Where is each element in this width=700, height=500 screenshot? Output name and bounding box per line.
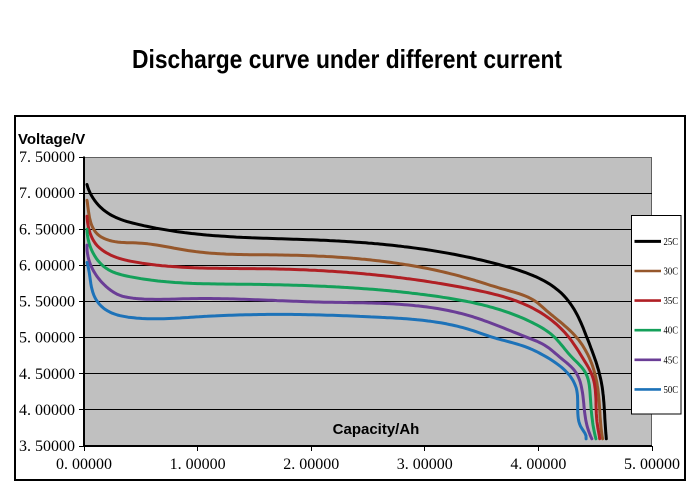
svg-text:Discharge curve under differen: Discharge curve under different current — [132, 44, 562, 74]
svg-text:3. 50000: 3. 50000 — [19, 438, 75, 455]
svg-text:25C: 25C — [664, 236, 679, 248]
svg-text:2. 00000: 2. 00000 — [283, 456, 339, 473]
svg-text:30C: 30C — [664, 266, 679, 278]
svg-text:Capacity/Ah: Capacity/Ah — [333, 421, 420, 438]
svg-text:3. 00000: 3. 00000 — [397, 456, 453, 473]
svg-text:0. 00000: 0. 00000 — [56, 456, 112, 473]
svg-text:50C: 50C — [664, 384, 679, 396]
svg-text:4. 00000: 4. 00000 — [510, 456, 566, 473]
svg-text:45C: 45C — [664, 354, 679, 366]
svg-text:7. 00000: 7. 00000 — [19, 185, 75, 202]
svg-text:4. 00000: 4. 00000 — [19, 402, 75, 419]
svg-text:6. 50000: 6. 50000 — [19, 221, 75, 238]
svg-text:5. 00000: 5. 00000 — [19, 330, 75, 347]
svg-text:35C: 35C — [664, 295, 679, 307]
svg-text:40C: 40C — [664, 325, 679, 337]
svg-text:7. 50000: 7. 50000 — [19, 149, 75, 166]
svg-text:Voltage/V: Voltage/V — [18, 131, 85, 148]
svg-text:1. 00000: 1. 00000 — [170, 456, 226, 473]
svg-text:5. 50000: 5. 50000 — [19, 294, 75, 311]
svg-text:5. 00000: 5. 00000 — [624, 456, 680, 473]
svg-text:6. 00000: 6. 00000 — [19, 257, 75, 274]
svg-text:4. 50000: 4. 50000 — [19, 366, 75, 383]
